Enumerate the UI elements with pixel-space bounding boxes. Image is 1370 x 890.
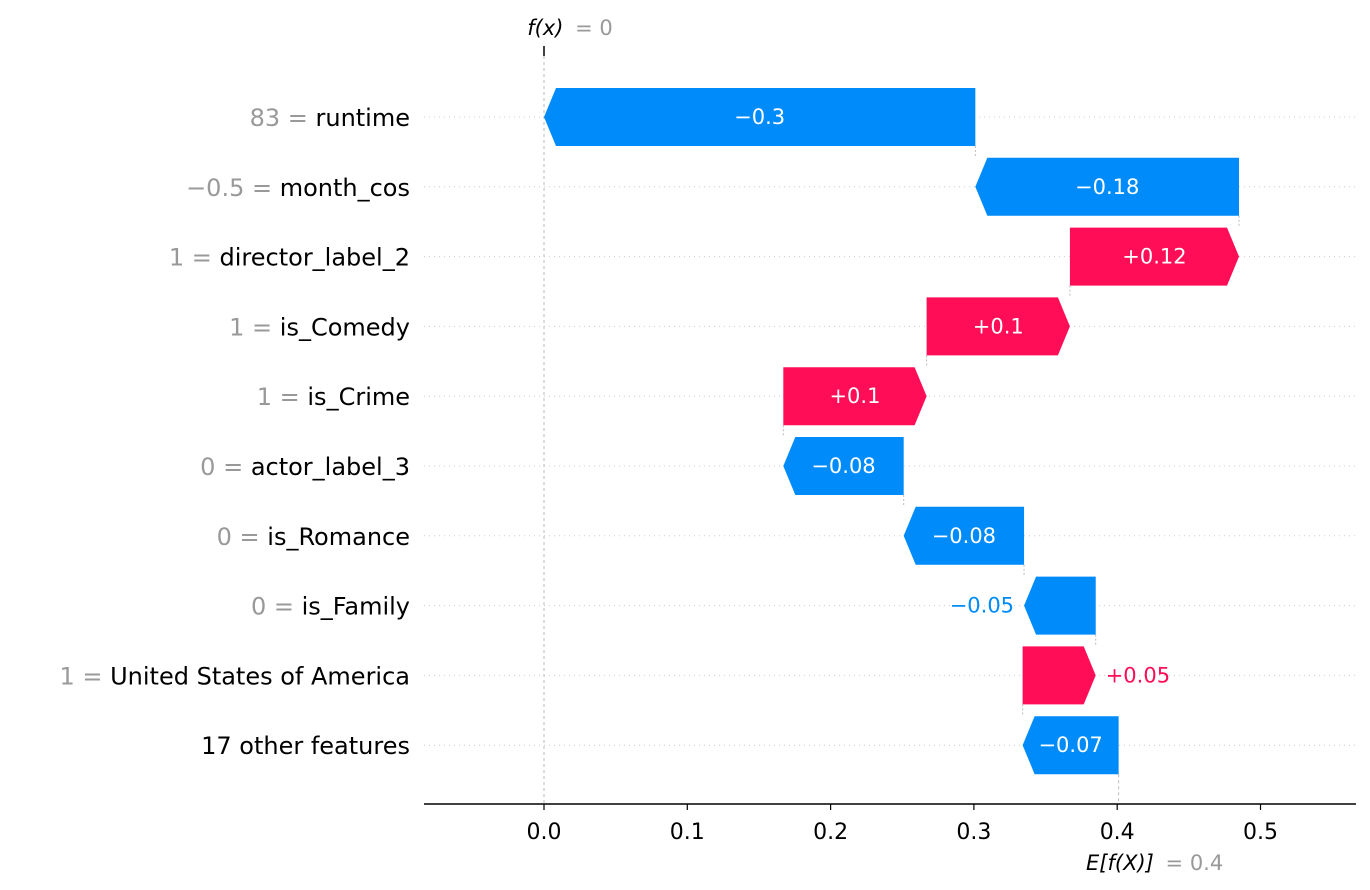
- feature-name: runtime: [315, 104, 410, 132]
- feature-label: 0 = is_Family: [251, 593, 410, 621]
- feature-label: −0.5 = month_cos: [186, 174, 410, 202]
- x-tick-label: 0.1: [670, 820, 705, 845]
- negative-bar: [1024, 576, 1096, 635]
- feature-name: is_Crime: [307, 383, 410, 411]
- feature-value: 1: [59, 662, 74, 690]
- feature-name: is_Romance: [267, 523, 410, 551]
- negative-bar: [975, 157, 1240, 216]
- positive-bar: [926, 297, 1070, 356]
- feature-name: United States of America: [110, 662, 410, 690]
- expected-value-annotation: E[f(X)] = 0.4: [1086, 851, 1223, 875]
- ex-prefix: E[f(X)]: [1086, 851, 1154, 875]
- feature-label: 1 = is_Comedy: [229, 313, 410, 341]
- x-tick-label: 0.5: [1243, 820, 1278, 845]
- feature-equals: =: [272, 383, 307, 411]
- feature-name: director_label_2: [220, 244, 410, 272]
- x-tick-label: 0.0: [527, 820, 562, 845]
- feature-label: 17 other features: [201, 732, 410, 760]
- x-tick-label: 0.4: [1100, 820, 1135, 845]
- bar-value-label: −0.08: [811, 454, 875, 478]
- feature-value: 0: [217, 523, 232, 551]
- bar-value-label: +0.1: [829, 384, 880, 408]
- negative-bar: [544, 88, 976, 146]
- ex-equals: = 0.4: [1166, 851, 1224, 875]
- fx-equals: = 0: [575, 16, 613, 40]
- negative-bar: [1022, 716, 1119, 775]
- x-tick-label: 0.3: [956, 820, 991, 845]
- bar-value-label: −0.07: [1038, 733, 1102, 757]
- feature-value: 83: [250, 104, 281, 132]
- feature-value: 1: [169, 244, 184, 272]
- feature-name: actor_label_3: [251, 453, 410, 481]
- bar-value-label: −0.05: [950, 594, 1014, 618]
- feature-label: 1 = United States of America: [59, 662, 410, 690]
- feature-equals: =: [215, 453, 250, 481]
- bar-value-label: −0.08: [932, 524, 996, 548]
- feature-value: 1: [229, 313, 244, 341]
- bars-layer: [544, 88, 1240, 775]
- positive-bar: [783, 367, 927, 426]
- feature-equals: =: [75, 662, 110, 690]
- feature-value: 0: [200, 453, 215, 481]
- x-axis: 0.0 0.1 0.2 0.3 0.4 0.5: [424, 803, 1356, 845]
- negative-bar: [783, 437, 904, 495]
- negative-bar: [903, 506, 1025, 565]
- feature-value: −0.5: [186, 174, 244, 202]
- feature-equals: =: [244, 174, 279, 202]
- feature-label: 0 = actor_label_3: [200, 453, 410, 481]
- bar-value-label: −0.18: [1075, 175, 1139, 199]
- feature-equals: =: [184, 244, 219, 272]
- feature-equals: =: [280, 104, 315, 132]
- feature-name: is_Comedy: [280, 313, 410, 341]
- feature-value: 1: [257, 383, 272, 411]
- positive-bar: [1022, 646, 1096, 705]
- feature-equals: =: [244, 313, 279, 341]
- feature-label: 0 = is_Romance: [217, 523, 410, 551]
- feature-name: month_cos: [280, 174, 410, 202]
- positive-bar: [1069, 227, 1240, 286]
- bar-value-label: +0.05: [1106, 663, 1170, 687]
- bar-value-label: +0.1: [973, 314, 1024, 338]
- fx-prefix: f(x): [527, 16, 563, 40]
- feature-value: 0: [251, 593, 266, 621]
- bar-value-label: −0.3: [734, 105, 785, 129]
- expected-value-label: E[f(X)] = 0.4: [1086, 851, 1223, 875]
- feature-equals: =: [232, 523, 267, 551]
- x-tick-label: 0.2: [813, 820, 848, 845]
- feature-name: 17 other features: [201, 732, 410, 760]
- feature-name: is_Family: [302, 593, 410, 621]
- feature-label: 1 = is_Crime: [257, 383, 410, 411]
- bar-value-label: +0.12: [1122, 245, 1186, 269]
- feature-label: 83 = runtime: [250, 104, 410, 132]
- labels-layer: −0.3 83 = runtime −0.18 −0.5 = month_cos +0.…: [59, 104, 1186, 760]
- fx-label: f(x) = 0: [527, 16, 613, 40]
- feature-equals: =: [266, 593, 301, 621]
- feature-label: 1 = director_label_2: [169, 244, 410, 272]
- fx-annotation: f(x) = 0: [527, 16, 613, 40]
